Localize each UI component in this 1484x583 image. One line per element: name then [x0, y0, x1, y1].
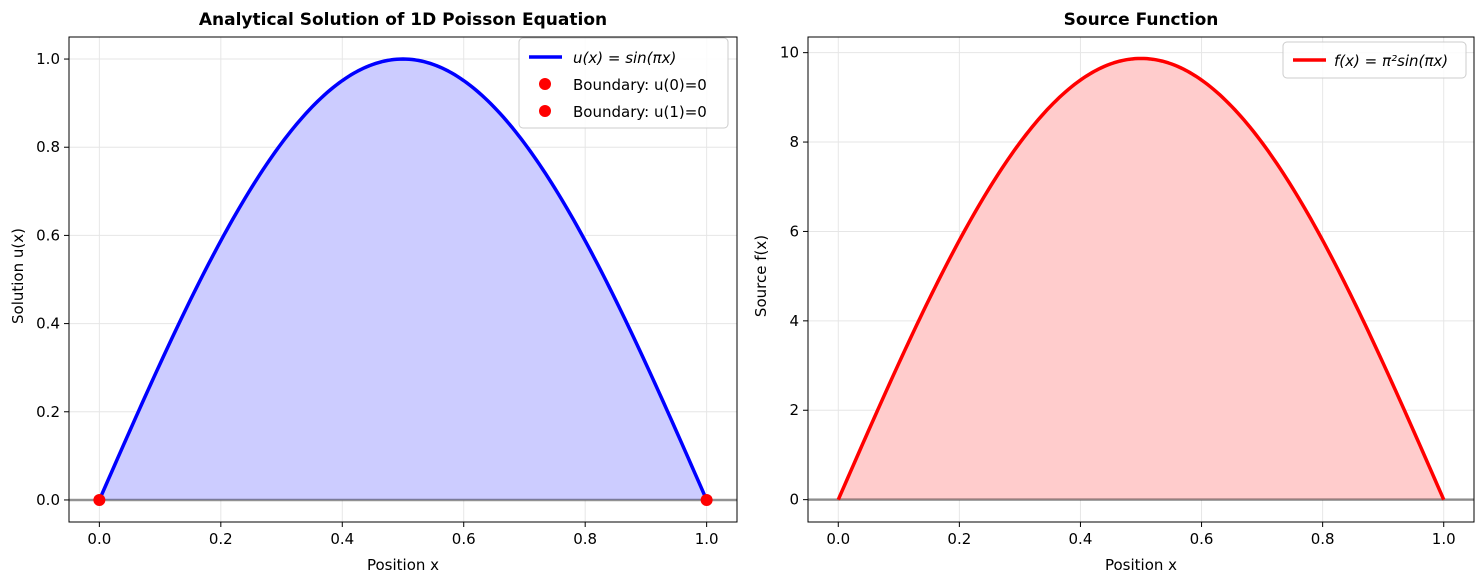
area-fill — [99, 59, 707, 500]
area-fill — [838, 58, 1444, 500]
x-tick-label: 0.4 — [1069, 530, 1093, 548]
series-line — [836, 56, 1446, 501]
y-tick-label: 4 — [789, 312, 799, 330]
axes-frame — [807, 36, 1475, 523]
boundary-point-marker — [700, 493, 713, 506]
boundary-point-marker — [93, 493, 106, 506]
x-tick-label: 0.6 — [1190, 530, 1214, 548]
y-tick-label: 0.2 — [36, 403, 60, 421]
right-plot-area: 0.0 0.2 0.4 0.6 0.8 1.0 0 2 4 6 8 10 — [780, 36, 1475, 548]
y-tick-label: 10 — [780, 44, 799, 62]
series-line — [97, 57, 709, 501]
left-x-axis-label: Position x — [367, 556, 439, 574]
right-x-axis-label: Position x — [1105, 556, 1177, 574]
x-tick-label: 0.0 — [826, 530, 850, 548]
y-tick-label: 0.0 — [36, 491, 60, 509]
y-tick-label: 0 — [789, 491, 799, 509]
y-tick-label: 8 — [789, 133, 799, 151]
x-tick-label: 1.0 — [1432, 530, 1456, 548]
left-y-axis-label: Solution u(x) — [9, 228, 27, 324]
y-tick-label: 2 — [789, 401, 799, 419]
legend-entry-boundary-1: Boundary: u(1)=0 — [573, 103, 707, 121]
y-tick-label: 0.8 — [36, 138, 60, 156]
y-tick-label: 6 — [789, 222, 799, 240]
right-chart-title: Source Function — [1064, 10, 1219, 30]
legend-marker-boundary-0 — [539, 78, 551, 90]
x-tick-label: 0.8 — [1311, 530, 1335, 548]
x-tick-label: 0.2 — [209, 530, 233, 548]
x-tick-label: 0.0 — [87, 530, 111, 548]
y-tick-label: 0.6 — [36, 226, 60, 244]
right-y-axis-label: Source f(x) — [752, 235, 770, 317]
x-tick-label: 0.2 — [947, 530, 971, 548]
x-tick-label: 0.8 — [573, 530, 597, 548]
left-legend: u(x) = sin(πx) Boundary: u(0)=0 Boundary… — [518, 37, 729, 129]
x-tick-label: 0.6 — [452, 530, 476, 548]
x-tick-label: 1.0 — [695, 530, 719, 548]
right-legend: f(x) = π²sin(πx) — [1282, 41, 1467, 79]
y-tick-label: 1.0 — [36, 50, 60, 68]
x-tick-label: 0.4 — [330, 530, 354, 548]
axes-frame — [68, 36, 738, 523]
legend-marker-boundary-1 — [539, 105, 551, 117]
legend-entry-u: u(x) = sin(πx) — [573, 49, 676, 67]
legend-entry-f: f(x) = π²sin(πx) — [1334, 52, 1448, 70]
y-tick-label: 0.4 — [36, 315, 60, 333]
left-chart-title: Analytical Solution of 1D Poisson Equati… — [199, 10, 607, 30]
legend-entry-boundary-0: Boundary: u(0)=0 — [573, 76, 707, 94]
